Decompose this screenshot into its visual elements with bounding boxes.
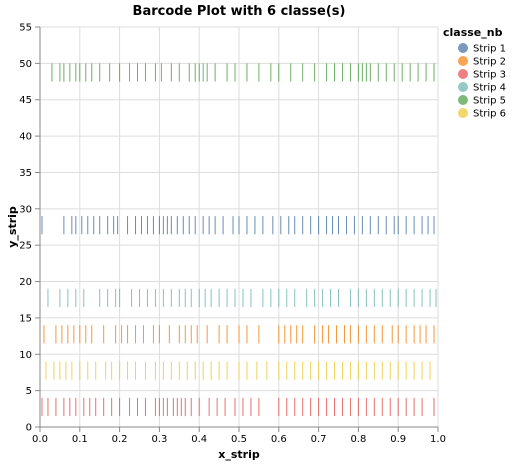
legend-label: Strip 5: [473, 96, 506, 107]
x-tick-label: 1.0: [430, 434, 446, 445]
axes: 0.0 0.1 0.2 0.3 0.4 0.5 0.6 0.7 0.8 0.9 1.0 0 5 10 15 2…: [19, 23, 446, 446]
y-tick-label: 40: [19, 132, 32, 143]
x-tick-label: 0.0: [32, 434, 48, 445]
y-tick-label: 45: [19, 95, 32, 106]
series-2: [43, 325, 435, 344]
legend-swatch: [458, 56, 468, 66]
y-tick-label: 30: [19, 204, 32, 215]
chart-title: Barcode Plot with 6 classe(s): [133, 4, 346, 19]
legend-title: classe_nb: [443, 26, 503, 39]
legend-label: Strip 2: [473, 57, 506, 68]
x-tick-label: 0.7: [311, 434, 327, 445]
y-tick-label: 5: [26, 386, 32, 397]
y-axis-title: y_strip: [6, 206, 19, 248]
x-axis-title: x_strip: [218, 448, 260, 461]
series-4: [47, 288, 437, 307]
y-tick-label: 10: [19, 350, 32, 361]
x-tick-label: 0.2: [112, 434, 128, 445]
x-tick-label: 0.4: [191, 434, 207, 445]
legend-label: Strip 1: [473, 44, 506, 55]
legend-swatch: [458, 69, 468, 79]
x-tick-label: 0.5: [231, 434, 247, 445]
legend-swatch: [458, 108, 468, 118]
y-tick-label: 20: [19, 277, 32, 288]
legend-swatch: [458, 95, 468, 105]
x-tick-label: 0.9: [390, 434, 406, 445]
x-tick-label: 0.8: [350, 434, 366, 445]
y-tick-label: 0: [26, 423, 32, 434]
y-tick-label: 25: [19, 241, 32, 252]
legend-label: Strip 3: [473, 70, 506, 81]
legend-swatch: [458, 82, 468, 92]
y-tick-label: 35: [19, 168, 32, 179]
x-tick-label: 0.1: [72, 434, 88, 445]
legend-label: Strip 6: [473, 109, 506, 120]
legend: classe_nb Strip 1 Strip 2 Strip 3 Strip 4 St…: [443, 26, 506, 120]
x-tick-label: 0.3: [151, 434, 167, 445]
y-tick-label: 50: [19, 59, 32, 70]
y-tick-label: 15: [19, 313, 32, 324]
legend-swatch: [458, 43, 468, 53]
legend-label: Strip 4: [473, 83, 506, 94]
barcode-marks: [39, 63, 437, 417]
series-6: [45, 361, 431, 380]
x-tick-label: 0.6: [271, 434, 287, 445]
series-3: [41, 397, 435, 417]
series-1: [41, 216, 435, 235]
series-5: [39, 63, 435, 82]
y-tick-label: 55: [19, 23, 32, 34]
